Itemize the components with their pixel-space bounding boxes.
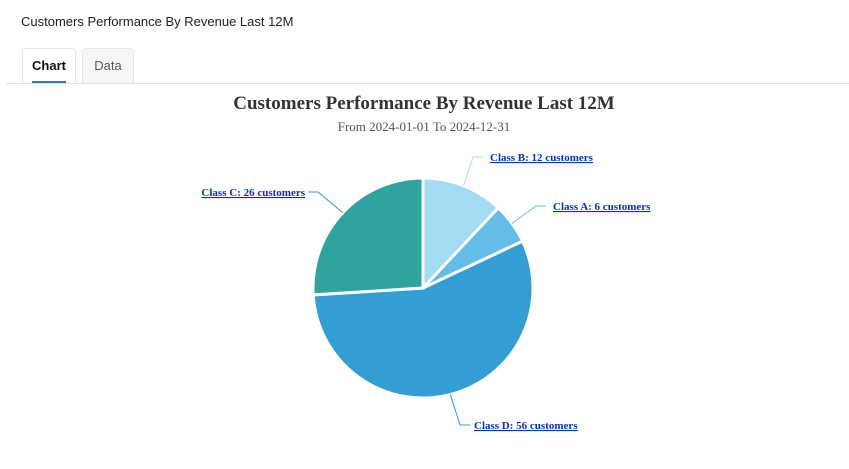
data-label-class-c[interactable]: Class C: 26 customers xyxy=(201,187,305,199)
tab-data[interactable]: Data xyxy=(82,48,134,83)
chart-title: Customers Performance By Revenue Last 12… xyxy=(233,93,615,114)
label-connector xyxy=(308,191,344,214)
label-connector xyxy=(449,394,470,426)
data-label-class-d[interactable]: Class D: 56 customers xyxy=(474,420,578,432)
tab-bar: Chart Data xyxy=(6,48,849,84)
pie-slice-class-c[interactable] xyxy=(311,176,425,297)
chart-subtitle: From 2024-01-01 To 2024-12-31 xyxy=(338,119,511,134)
pie-slice-class-d[interactable] xyxy=(311,239,535,400)
page-title: Customers Performance By Revenue Last 12… xyxy=(21,14,294,29)
data-label-class-b[interactable]: Class B: 12 customers xyxy=(490,152,594,164)
data-label-class-a[interactable]: Class A: 6 customers xyxy=(553,201,651,213)
tab-chart[interactable]: Chart xyxy=(22,48,76,83)
label-connector xyxy=(511,205,546,224)
label-connector xyxy=(463,156,483,186)
